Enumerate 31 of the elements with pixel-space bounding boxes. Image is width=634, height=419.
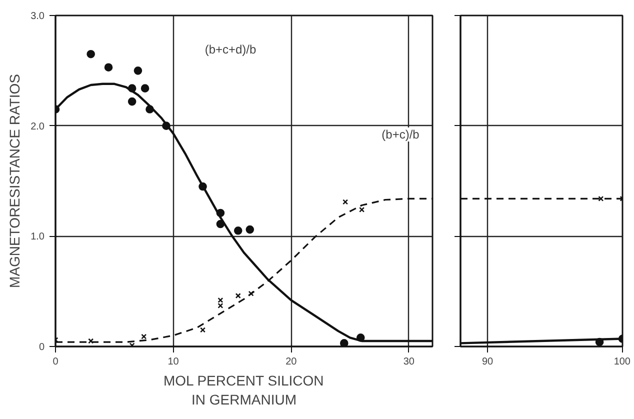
point <box>359 206 365 212</box>
point <box>234 226 242 235</box>
y-tick-label: 3.0 <box>30 11 45 22</box>
point <box>86 50 95 58</box>
point <box>342 199 348 205</box>
y-tick-label: 2.0 <box>30 121 45 132</box>
point <box>128 97 136 106</box>
point <box>235 292 241 299</box>
x-tick-label: 10 <box>168 356 180 368</box>
point <box>248 290 254 296</box>
x-tick-label: 90 <box>482 356 494 368</box>
x-tick-label: 30 <box>403 356 415 368</box>
annotation: (b+c)/b <box>382 128 420 142</box>
point <box>246 225 254 234</box>
y-tick-label: 1.0 <box>30 232 45 243</box>
x-tick-label: 20 <box>286 356 298 368</box>
point <box>218 302 224 308</box>
annotation: (b+c+d)/b <box>204 42 257 56</box>
x-tick-label: 100 <box>614 356 631 368</box>
x-axis-title: MOL PERCENT SILICON IN GERMANIUM <box>163 372 324 408</box>
point <box>141 334 147 340</box>
point <box>134 66 142 75</box>
point <box>140 84 150 92</box>
point <box>218 297 224 303</box>
y-axis-title: MAGNETORESISTANCE RATIOS <box>6 74 23 288</box>
x-tick-label: 0 <box>52 356 59 368</box>
y-tick-label: 0 <box>38 342 45 353</box>
point <box>104 63 113 72</box>
point <box>88 338 94 344</box>
point <box>200 327 206 333</box>
point <box>340 339 348 346</box>
